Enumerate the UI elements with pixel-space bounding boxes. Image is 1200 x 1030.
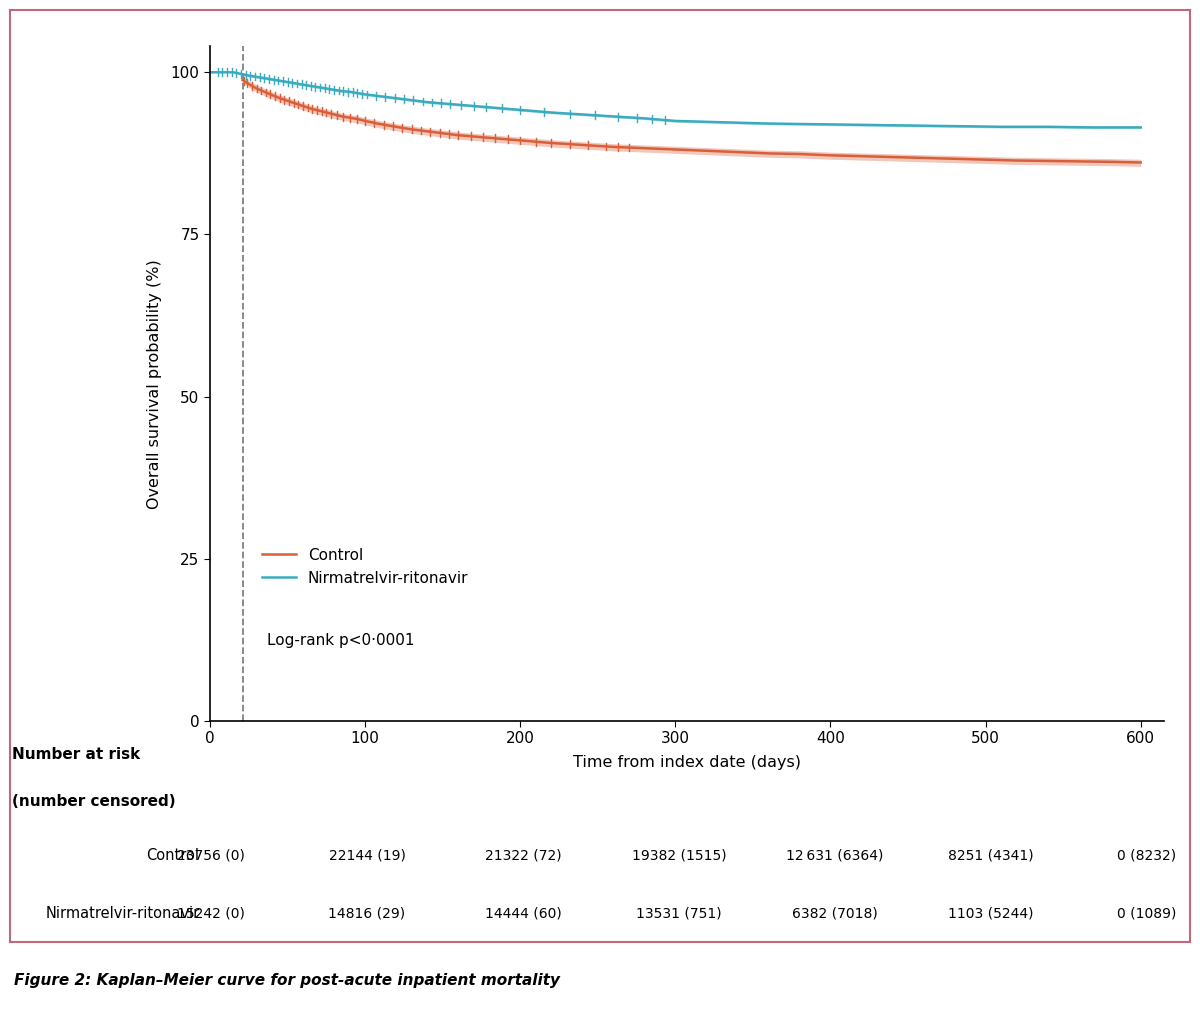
Text: 8251 (4341): 8251 (4341) <box>948 849 1033 863</box>
X-axis label: Time from index date (days): Time from index date (days) <box>574 755 802 769</box>
Text: Nirmatrelvir-ritonavir: Nirmatrelvir-ritonavir <box>46 906 199 921</box>
Legend: Control, Nirmatrelvir-ritonavir: Control, Nirmatrelvir-ritonavir <box>256 542 474 592</box>
Text: Log-rank p<0·0001: Log-rank p<0·0001 <box>268 633 415 648</box>
Text: 22144 (19): 22144 (19) <box>329 849 406 863</box>
Text: 14444 (60): 14444 (60) <box>485 906 562 921</box>
Text: (number censored): (number censored) <box>12 794 175 810</box>
Text: 19382 (1515): 19382 (1515) <box>631 849 726 863</box>
Text: 23756 (0): 23756 (0) <box>178 849 245 863</box>
Text: 12 631 (6364): 12 631 (6364) <box>786 849 883 863</box>
Text: 0 (8232): 0 (8232) <box>1117 849 1176 863</box>
Text: 15242 (0): 15242 (0) <box>178 906 245 921</box>
Text: Control: Control <box>146 849 199 863</box>
Text: 0 (1089): 0 (1089) <box>1117 906 1176 921</box>
Y-axis label: Overall survival probability (%): Overall survival probability (%) <box>148 259 162 509</box>
Text: Number at risk: Number at risk <box>12 747 140 762</box>
Text: Figure 2: Kaplan–Meier curve for post-acute inpatient mortality: Figure 2: Kaplan–Meier curve for post-ac… <box>14 973 560 989</box>
Text: 6382 (7018): 6382 (7018) <box>792 906 877 921</box>
Text: 1103 (5244): 1103 (5244) <box>948 906 1033 921</box>
Text: 14816 (29): 14816 (29) <box>329 906 406 921</box>
Text: 13531 (751): 13531 (751) <box>636 906 721 921</box>
Text: 21322 (72): 21322 (72) <box>485 849 562 863</box>
